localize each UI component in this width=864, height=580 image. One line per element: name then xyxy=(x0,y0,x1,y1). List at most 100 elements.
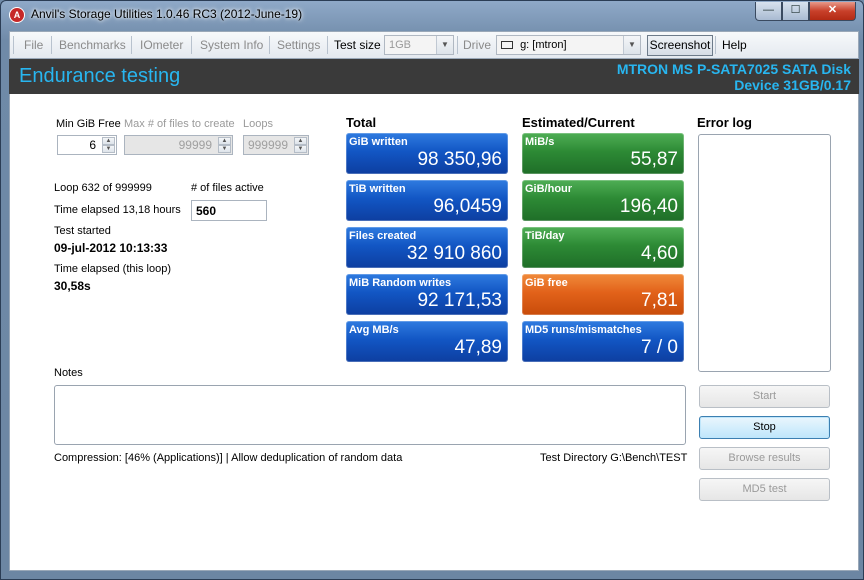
spin-down-icon[interactable]: ▼ xyxy=(218,145,231,153)
min-gib-free-value: 6 xyxy=(89,138,96,152)
tile-label: MiB Random writes xyxy=(349,277,452,289)
loop-elapsed-label: Time elapsed (this loop) xyxy=(54,263,171,275)
toolbar: File Benchmarks IOmeter System Info Sett… xyxy=(9,31,859,59)
tile-label: TiB written xyxy=(349,183,406,195)
toolbar-grip xyxy=(13,36,14,54)
tile-mibs: MiB/s 55,87 xyxy=(522,133,684,174)
menu-iometer[interactable]: IOmeter xyxy=(140,38,184,52)
test-started-value: 09-jul-2012 10:13:33 xyxy=(54,241,168,255)
notes-label: Notes xyxy=(54,367,83,379)
tile-gib-hour: GiB/hour 196,40 xyxy=(522,180,684,221)
spin-up-icon[interactable]: ▲ xyxy=(102,137,115,145)
menu-help[interactable]: Help xyxy=(722,38,747,52)
compression-info: Compression: [46% (Applications)] | Allo… xyxy=(54,452,403,464)
tile-tib-written: TiB written 96,0459 xyxy=(346,180,508,221)
tile-value: 7,81 xyxy=(641,290,678,311)
loops-spinner[interactable]: 999999 ▲ ▼ xyxy=(243,135,309,155)
error-log-box[interactable] xyxy=(698,134,831,372)
tile-label: MiB/s xyxy=(525,136,555,148)
device-info: MTRON MS P-SATA7025 SATA Disk Device 31G… xyxy=(617,61,851,93)
tile-value: 92 171,53 xyxy=(417,290,502,311)
window-title: Anvil's Storage Utilities 1.0.46 RC3 (20… xyxy=(31,7,303,21)
loops-label: Loops xyxy=(243,118,273,130)
tile-md5-runs: MD5 runs/mismatches 7 / 0 xyxy=(522,321,684,362)
main-panel: Min GiB Free Max # of files to create Lo… xyxy=(9,94,859,571)
spin-down-icon[interactable]: ▼ xyxy=(102,145,115,153)
toolbar-separator xyxy=(715,36,716,54)
stop-button[interactable]: Stop xyxy=(699,416,830,439)
tile-value: 196,40 xyxy=(619,196,678,217)
tile-value: 4,60 xyxy=(641,243,678,264)
test-size-label: Test size xyxy=(334,38,381,52)
device-size: Device 31GB/0.17 xyxy=(734,77,851,93)
tile-label: Avg MB/s xyxy=(349,324,399,336)
chevron-down-icon[interactable]: ▼ xyxy=(623,36,640,54)
tile-value: 32 910 860 xyxy=(406,243,502,264)
test-size-select[interactable]: 1GB ▼ xyxy=(384,35,454,55)
min-gib-free-label: Min GiB Free xyxy=(56,118,121,130)
files-active-field[interactable]: 560 xyxy=(191,200,267,221)
anvil-icon[interactable]: A xyxy=(9,7,25,23)
menu-system-info[interactable]: System Info xyxy=(200,38,264,52)
tile-files-created: Files created 32 910 860 xyxy=(346,227,508,268)
tile-tib-day: TiB/day 4,60 xyxy=(522,227,684,268)
test-directory: Test Directory G:\Bench\TEST xyxy=(540,452,688,464)
max-files-label: Max # of files to create xyxy=(124,118,235,130)
tile-gib-written: GiB written 98 350,96 xyxy=(346,133,508,174)
screenshot-button[interactable]: Screenshot xyxy=(647,35,713,56)
minimize-button[interactable]: — xyxy=(755,2,782,21)
tile-value: 7 / 0 xyxy=(641,337,678,358)
menu-file[interactable]: File xyxy=(24,38,44,52)
tile-value: 55,87 xyxy=(630,149,678,170)
test-started-label: Test started xyxy=(54,225,111,237)
chevron-down-icon[interactable]: ▼ xyxy=(436,36,453,54)
loop-counter: Loop 632 of 999999 xyxy=(54,182,152,194)
menu-benchmarks[interactable]: Benchmarks xyxy=(59,38,126,52)
drive-value: g: [mtron] xyxy=(520,39,567,51)
menu-settings[interactable]: Settings xyxy=(277,38,321,52)
error-log-heading: Error log xyxy=(697,115,752,130)
total-heading: Total xyxy=(346,115,377,130)
test-size-value: 1GB xyxy=(389,39,412,51)
page-title: Endurance testing xyxy=(19,65,181,87)
spin-up-icon[interactable]: ▲ xyxy=(218,137,231,145)
loops-value: 999999 xyxy=(247,138,288,152)
drive-select[interactable]: g: [mtron] ▼ xyxy=(496,35,641,55)
page-header: Endurance testing MTRON MS P-SATA7025 SA… xyxy=(9,59,859,94)
max-files-value: 99999 xyxy=(178,138,212,152)
tile-gib-free: GiB free 7,81 xyxy=(522,274,684,315)
tile-mib-random-writes: MiB Random writes 92 171,53 xyxy=(346,274,508,315)
tile-label: Files created xyxy=(349,230,417,242)
loop-elapsed-value: 30,58s xyxy=(54,279,91,293)
tile-value: 98 350,96 xyxy=(417,149,502,170)
estimated-heading: Estimated/Current xyxy=(522,115,635,130)
drive-icon xyxy=(501,41,513,50)
device-name: MTRON MS P-SATA7025 SATA Disk xyxy=(616,61,851,77)
close-button[interactable]: ✕ xyxy=(809,2,856,21)
spin-up-icon[interactable]: ▲ xyxy=(294,137,307,145)
toolbar-separator xyxy=(191,36,192,54)
start-button[interactable]: Start xyxy=(699,385,830,408)
files-active-label: # of files active xyxy=(191,182,264,194)
toolbar-separator xyxy=(51,36,52,54)
time-elapsed-total: Time elapsed 13,18 hours xyxy=(54,204,181,216)
toolbar-separator xyxy=(457,36,458,54)
spin-down-icon[interactable]: ▼ xyxy=(294,145,307,153)
tile-label: GiB written xyxy=(349,136,408,148)
tile-label: GiB free xyxy=(525,277,568,289)
browse-results-button[interactable]: Browse results xyxy=(699,447,830,470)
tile-value: 96,0459 xyxy=(433,196,502,217)
drive-label: Drive xyxy=(463,38,492,52)
max-files-spinner[interactable]: 99999 ▲ ▼ xyxy=(124,135,233,155)
notes-textarea[interactable] xyxy=(54,385,686,445)
tile-label: GiB/hour xyxy=(525,183,573,195)
title-bar[interactable]: A Anvil's Storage Utilities 1.0.46 RC3 (… xyxy=(1,1,863,29)
min-gib-free-spinner[interactable]: 6 ▲ ▼ xyxy=(57,135,117,155)
md5-test-button[interactable]: MD5 test xyxy=(699,478,830,501)
tile-label: MD5 runs/mismatches xyxy=(525,324,642,336)
toolbar-separator xyxy=(327,36,328,54)
toolbar-separator xyxy=(269,36,270,54)
toolbar-separator xyxy=(131,36,132,54)
maximize-button[interactable]: ☐ xyxy=(782,2,809,21)
